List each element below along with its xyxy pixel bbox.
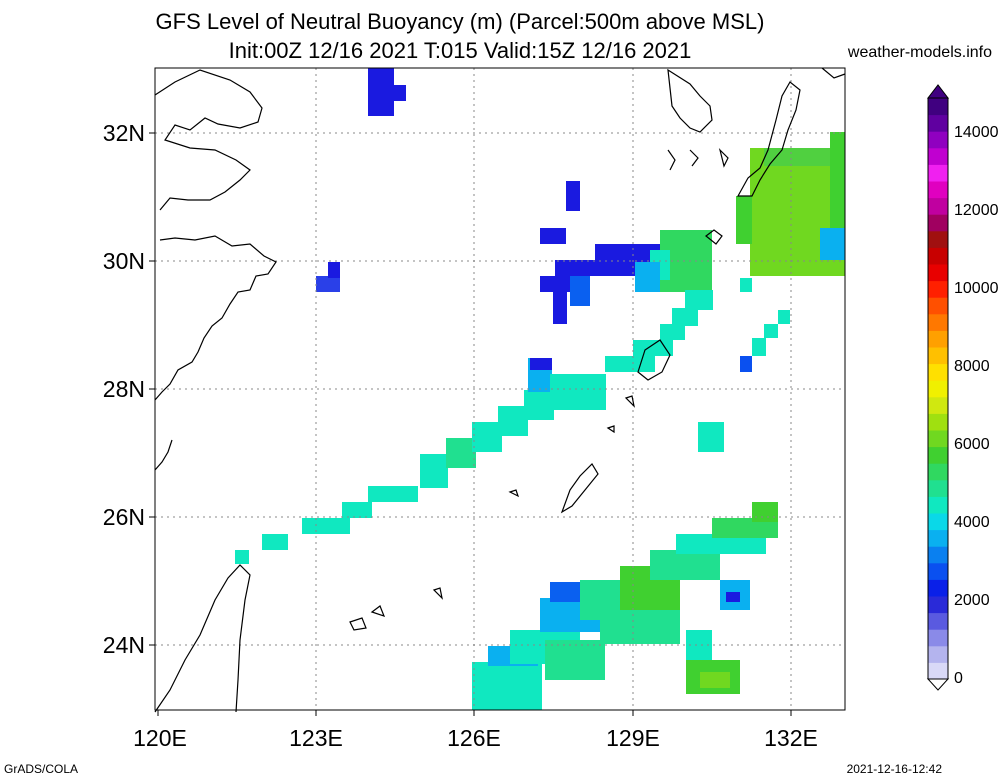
footer-grads-credit: GrADS/COLA xyxy=(4,762,79,776)
colorbar-segment xyxy=(928,280,948,298)
colorbar-segment xyxy=(928,413,948,431)
colorbar: 14000 12000 10000 8000 6000 4000 2000 0 xyxy=(926,84,999,691)
colorbar-segment xyxy=(928,330,948,348)
colorbar-segment xyxy=(928,546,948,564)
colorbar-segment xyxy=(928,396,948,414)
colorbar-label-8000: 8000 xyxy=(954,358,990,375)
colorbar-segment xyxy=(928,230,948,248)
site-credit: weather-models.info xyxy=(847,44,992,61)
colorbar-segment xyxy=(928,380,948,398)
colorbar-segment xyxy=(928,612,948,630)
colorbar-segment xyxy=(928,197,948,215)
lon-label-129e: 129E xyxy=(606,725,660,751)
chart-title-line2: Init:00Z 12/16 2021 T:015 Valid:15Z 12/1… xyxy=(228,38,692,63)
coastlines xyxy=(154,67,846,713)
colorbar-segment xyxy=(928,446,948,464)
colorbar-bottom-triangle xyxy=(926,678,950,691)
colorbar-segment xyxy=(928,513,948,531)
colorbar-segment xyxy=(928,181,948,199)
colorbar-segment xyxy=(928,479,948,497)
colorbar-segment xyxy=(928,131,948,149)
colorbar-segment xyxy=(928,430,948,448)
lon-label-120e: 120E xyxy=(133,725,187,751)
colorbar-segment xyxy=(928,629,948,647)
colorbar-label-14000: 14000 xyxy=(954,124,999,141)
colorbar-segment xyxy=(928,596,948,614)
colorbar-segment xyxy=(928,463,948,481)
colorbar-segment xyxy=(928,529,948,547)
lat-label-24n: 24N xyxy=(103,632,145,658)
lat-label-30n: 30N xyxy=(103,248,145,274)
footer-timestamp: 2021-12-16-12:42 xyxy=(846,762,942,776)
colorbar-label-0: 0 xyxy=(954,670,963,687)
colorbar-label-10000: 10000 xyxy=(954,280,999,297)
colorbar-segment xyxy=(928,147,948,165)
lat-label-26n: 26N xyxy=(103,504,145,530)
colorbar-top-triangle xyxy=(926,84,950,99)
colorbar-segment xyxy=(928,313,948,331)
colorbar-segment xyxy=(928,247,948,265)
colorbar-segment xyxy=(928,98,948,116)
colorbar-label-6000: 6000 xyxy=(954,436,990,453)
colorbar-label-4000: 4000 xyxy=(954,514,990,531)
colorbar-label-12000: 12000 xyxy=(954,202,999,219)
colorbar-segment xyxy=(928,579,948,597)
colorbar-segment xyxy=(928,496,948,514)
colorbar-segment xyxy=(928,662,948,680)
colorbar-segment xyxy=(928,214,948,232)
grid-lines xyxy=(155,68,845,710)
colorbar-segment xyxy=(928,363,948,381)
lon-label-123e: 123E xyxy=(289,725,343,751)
colorbar-segment xyxy=(928,114,948,132)
colorbar-segment xyxy=(928,347,948,365)
colorbar-segment xyxy=(928,562,948,580)
chart-title-line1: GFS Level of Neutral Buoyancy (m) (Parce… xyxy=(155,9,765,34)
lat-label-28n: 28N xyxy=(103,376,145,402)
colorbar-segments xyxy=(928,98,948,680)
lon-label-132e: 132E xyxy=(764,725,818,751)
colorbar-segment xyxy=(928,264,948,282)
colorbar-segment xyxy=(928,164,948,182)
colorbar-label-2000: 2000 xyxy=(954,592,990,609)
colorbar-segment xyxy=(928,645,948,663)
lat-label-32n: 32N xyxy=(103,120,145,146)
lon-label-126e: 126E xyxy=(447,725,501,751)
colorbar-segment xyxy=(928,297,948,315)
map-panel xyxy=(154,67,846,713)
axis-ticks xyxy=(149,132,792,716)
